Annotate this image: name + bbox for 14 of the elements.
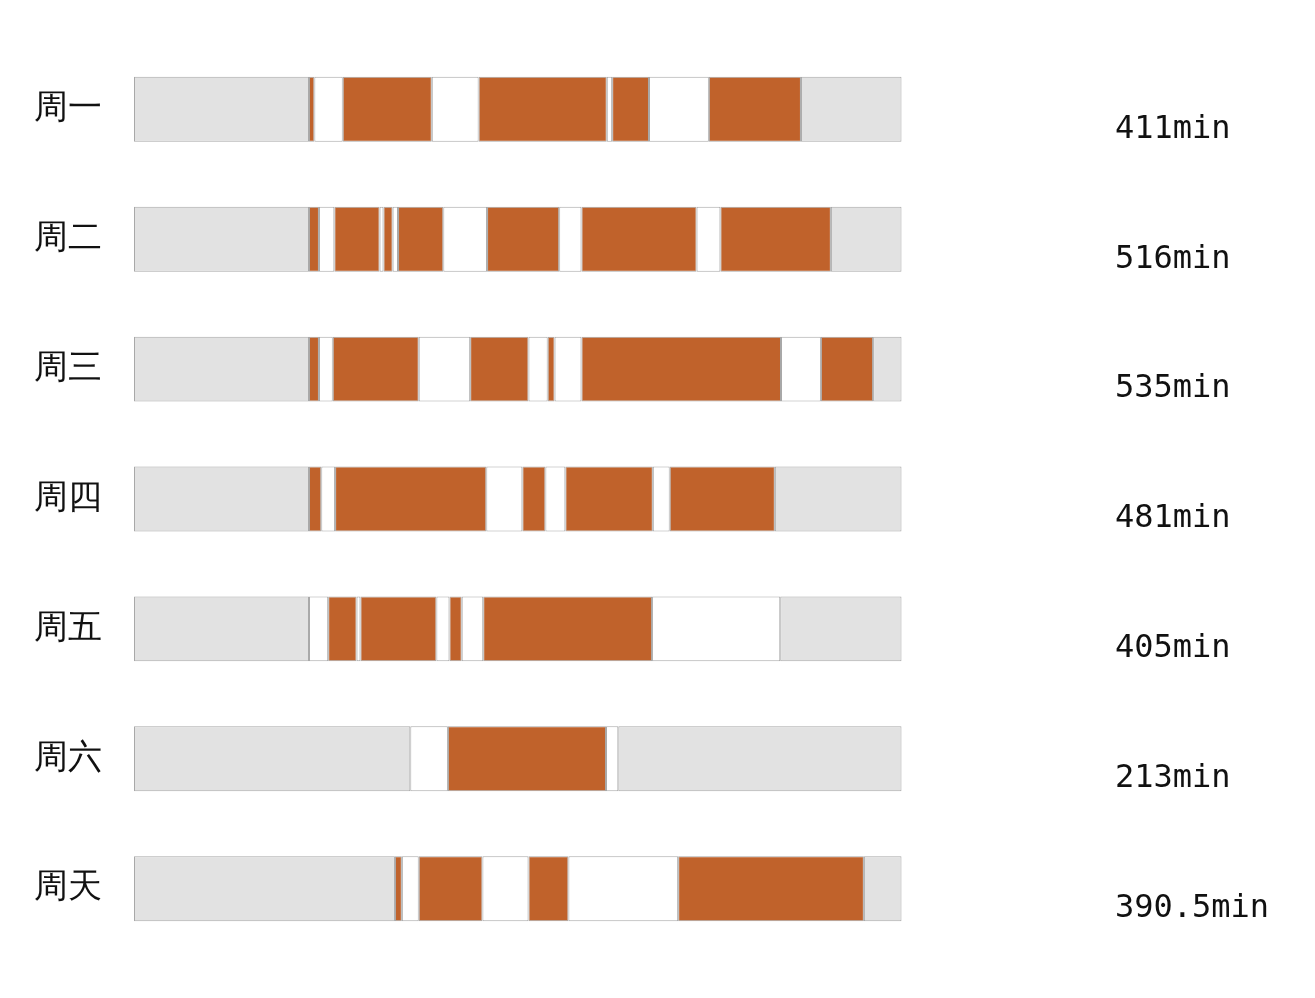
y-tick-label: 周五	[34, 605, 102, 646]
y-tick-label: 周二	[34, 216, 102, 257]
y-tick-label: 周四	[34, 475, 102, 516]
y-tick-label: 周天	[34, 865, 102, 906]
y-tick-label: 周三	[34, 345, 102, 386]
text: 405min	[1115, 627, 1231, 666]
y-tick-label: 周六	[34, 735, 102, 776]
text: 411min	[1115, 107, 1231, 146]
text: 481min	[1115, 497, 1231, 536]
text: 213min	[1115, 757, 1231, 796]
text: 516min	[1115, 237, 1231, 276]
text: 535min	[1115, 367, 1231, 406]
y-tick-label: 周一	[34, 86, 102, 127]
text: 390.5min	[1115, 886, 1270, 925]
